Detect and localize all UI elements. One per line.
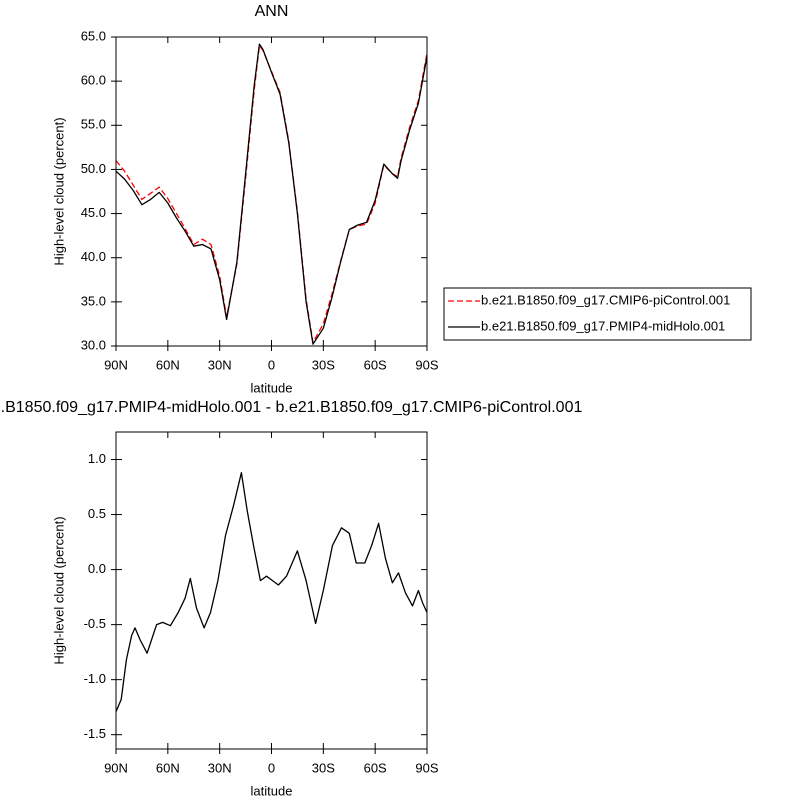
y-tick-label: 30.0 <box>81 337 106 352</box>
data-line <box>115 43 428 345</box>
y-tick-label: 60.0 <box>81 73 106 88</box>
x-tick-label: 90S <box>415 760 438 775</box>
plot-frame <box>115 431 428 750</box>
y-tick-label: 40.0 <box>81 249 106 264</box>
plot-frame <box>115 36 428 347</box>
legend-box <box>443 287 752 341</box>
y-tick-label: -1.0 <box>84 671 106 686</box>
x-tick-label: 60S <box>364 760 387 775</box>
y-tick-label: -1.5 <box>84 726 106 741</box>
x-tick-label: 0 <box>268 760 275 775</box>
x-tick-label: 30N <box>208 760 232 775</box>
chart-title: ANN <box>255 3 289 20</box>
y-tick-label: 0.5 <box>88 506 106 521</box>
x-tick-label: 60N <box>156 760 180 775</box>
y-axis-label: High-level cloud (percent) <box>51 516 66 664</box>
y-tick-label: 55.0 <box>81 117 106 132</box>
x-tick-label: 0 <box>268 357 275 372</box>
y-tick-label: 35.0 <box>81 293 106 308</box>
data-line <box>115 472 428 712</box>
chart-title: b.e21.B1850.f09_g17.PMIP4-midHolo.001 - … <box>0 399 582 416</box>
legend-label: b.e21.B1850.f09_g17.PMIP4-midHolo.001 <box>481 318 725 333</box>
y-tick-label: 50.0 <box>81 161 106 176</box>
x-tick-label: 60S <box>364 357 387 372</box>
y-axis-label: High-level cloud (percent) <box>51 117 66 265</box>
x-axis-label: latitude <box>251 380 293 395</box>
y-tick-label: -0.5 <box>84 616 106 631</box>
y-tick-label: 45.0 <box>81 205 106 220</box>
x-tick-label: 30N <box>208 357 232 372</box>
x-tick-label: 30S <box>312 760 335 775</box>
data-line <box>115 45 428 344</box>
x-tick-label: 90S <box>415 357 438 372</box>
x-tick-label: 90N <box>104 357 128 372</box>
y-tick-label: 1.0 <box>88 451 106 466</box>
y-tick-label: 0.0 <box>88 561 106 576</box>
x-tick-label: 90N <box>104 760 128 775</box>
y-tick-label: 65.0 <box>81 28 106 43</box>
x-tick-label: 30S <box>312 357 335 372</box>
x-tick-label: 60N <box>156 357 180 372</box>
x-axis-label: latitude <box>251 783 293 798</box>
legend-label: b.e21.B1850.f09_g17.CMIP6-piControl.001 <box>481 292 730 307</box>
